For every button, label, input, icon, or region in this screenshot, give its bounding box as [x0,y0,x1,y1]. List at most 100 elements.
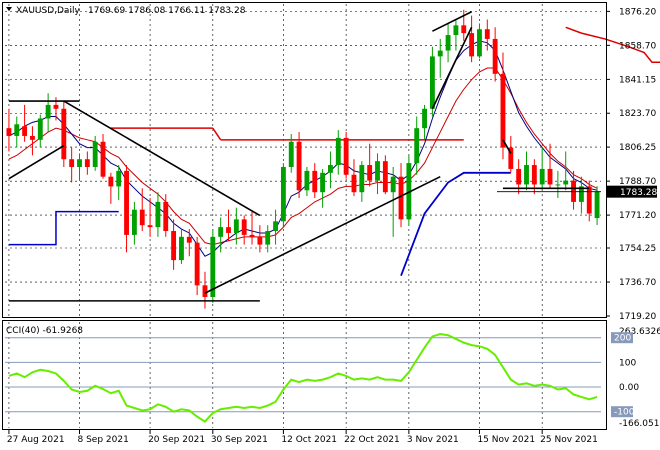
candle-body [398,176,404,220]
cci-label: CCI(40) -61.9268 [6,326,83,336]
price-tick-label: 1788.70 [619,177,656,187]
current-price-tag [607,185,657,198]
cci-tick-label: 263.6326 [619,327,660,337]
candle-body [249,234,255,237]
symbol-header: XAUUSD,Daily 1769.69 1786.08 1766.11 178… [6,6,246,16]
price-tick-label: 1858.70 [619,41,656,51]
candle-body [414,128,420,164]
cci-level-tag [611,406,633,418]
candle-body [500,73,506,148]
candle-body [194,242,200,286]
main-pane-frame [2,2,607,318]
symbol-label: XAUUSD,Daily [16,6,80,16]
cci-tick-label: -166.051 [619,419,659,429]
candle-body [516,168,522,185]
price-tick-label: 1754.25 [619,244,656,254]
candle-body [61,108,67,160]
candle-body [30,135,35,140]
current-price-label: 1783.28 [620,188,657,198]
time-tick-label: 3 Nov 2021 [407,435,459,445]
candle-body [139,209,145,226]
candle-body [77,159,82,167]
candle-body [45,104,51,119]
candle-body [69,159,75,167]
candlesticks [6,9,600,309]
candle-body [108,176,114,187]
price-tick-label: 1736.70 [619,278,656,288]
candle-body [6,128,12,136]
cci-line [8,332,598,423]
candle-body [155,201,161,228]
candle-body [555,184,561,186]
candle-body [179,236,184,261]
candle-body [429,56,435,109]
candle-body [328,165,333,173]
candle-body [241,219,247,235]
time-tick-label: 30 Sep 2021 [211,435,268,445]
candle-body [524,165,529,185]
candle-body [280,166,286,222]
time-tick-label: 20 Sep 2021 [148,435,205,445]
time-tick-label: 8 Sep 2021 [78,435,129,445]
candle-body [257,236,263,245]
trendlines[interactable] [8,11,590,302]
candle-body [116,170,122,187]
candle-body [422,108,427,129]
upper-red-level [565,26,660,63]
candle-body [453,25,459,36]
cci-tick-label: -100 [614,408,635,418]
candle-body [445,35,451,51]
moving-averages [8,40,598,257]
candle-body [233,219,239,233]
trendline [204,175,441,294]
trendline [63,100,261,217]
cci-tick-label: 0.00 [619,383,639,393]
trendline [502,139,512,154]
trendline [8,144,65,180]
candle-body [335,137,341,166]
blue-rising-level [400,171,511,276]
candle-body [382,161,388,193]
time-axis: 27 Aug 2021 8 Sep 2021 20 Sep 2021 30 Sep 2… [7,430,598,445]
ohlc-values: 1769.69 1786.08 1766.11 1783.28 [88,6,246,16]
candle-body [218,227,224,237]
candle-body [22,126,28,136]
candle-body [351,174,357,193]
candle-body [147,225,153,228]
trendline [431,26,473,110]
time-tick-label: 25 Nov 2021 [540,435,598,445]
price-tick-label: 1876.20 [619,7,656,17]
price-axis: 1876.20 1858.70 1841.15 1823.70 1806.25 1788.… [496,7,657,322]
candle-body [312,170,318,193]
candle-body [100,141,106,177]
candle-body [226,227,231,233]
candle-body [131,209,137,235]
candle-body [531,165,537,185]
candle-body [37,118,43,140]
candle-body [92,141,98,167]
price-tick-label: 1719.20 [619,312,656,322]
cci-tick-label: 100 [619,358,636,368]
dropdown-triangle-icon[interactable] [6,7,12,11]
time-tick-label: 22 Oct 2021 [344,435,400,445]
candle-body [124,170,129,235]
candle-body [477,29,482,57]
red-level-step [212,127,222,141]
price-tick-label: 1841.15 [619,75,656,85]
candle-body [84,159,90,167]
candle-body [571,180,576,202]
candle-body [210,236,216,297]
price-tick-label: 1823.70 [619,109,656,119]
blue-level-line [8,210,119,246]
candle-body [53,104,59,109]
candle-body [547,168,553,185]
candle-body [343,137,349,175]
candle-body [437,50,443,57]
candle-body [288,141,294,167]
ma-fast-line [8,40,598,257]
time-tick-label: 27 Aug 2021 [7,435,65,445]
price-tick-label: 1771.20 [619,211,656,221]
candle-body [304,170,310,191]
